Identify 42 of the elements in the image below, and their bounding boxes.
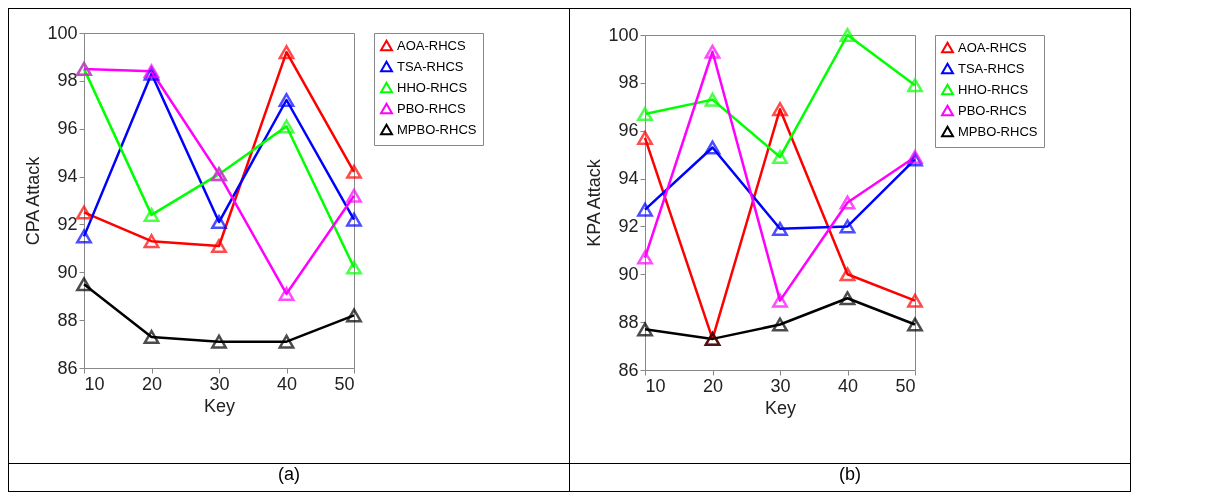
x-tick-label: 20 bbox=[141, 373, 163, 394]
legend-label: HHO-RHCS bbox=[958, 81, 1029, 97]
legend-label: AOA-RHCS bbox=[958, 39, 1027, 55]
legend-label: MPBO-RHCS bbox=[958, 123, 1038, 139]
legend-label: TSA-RHCS bbox=[397, 58, 464, 74]
legend-label: PBO-RHCS bbox=[958, 102, 1027, 118]
x-tick-label: 50 bbox=[895, 375, 916, 396]
y-tick-label: 98 bbox=[618, 72, 639, 93]
y-tick-label: 100 bbox=[608, 24, 639, 45]
x-tick-label: 10 bbox=[645, 375, 666, 396]
y-tick-label: 88 bbox=[57, 309, 78, 330]
y-tick-label: 96 bbox=[618, 120, 639, 141]
x-axis-title: Key bbox=[764, 397, 797, 418]
x-tick-label: 30 bbox=[770, 375, 791, 396]
y-tick-label: 92 bbox=[57, 213, 78, 234]
y-tick-label: 86 bbox=[618, 359, 639, 380]
legend-label: AOA-RHCS bbox=[397, 37, 466, 53]
y-tick-label: 94 bbox=[57, 166, 78, 187]
legend-label: MPBO-RHCS bbox=[397, 121, 477, 137]
y-axis-title: CPA Attack bbox=[23, 155, 44, 246]
y-tick-label: 88 bbox=[618, 311, 639, 332]
x-tick-label: 40 bbox=[837, 375, 859, 396]
y-tick-label: 90 bbox=[57, 261, 78, 282]
y-tick-label: 92 bbox=[618, 215, 639, 236]
y-tick-label: 96 bbox=[57, 118, 78, 139]
y-tick-label: 94 bbox=[618, 168, 639, 189]
y-tick-label: 90 bbox=[618, 263, 639, 284]
x-tick-label: 10 bbox=[84, 373, 105, 394]
x-tick-label: 50 bbox=[334, 373, 355, 394]
y-tick-label: 98 bbox=[57, 70, 78, 91]
x-axis-title: Key bbox=[203, 395, 236, 416]
x-tick-label: 30 bbox=[209, 373, 230, 394]
y-tick-label: 100 bbox=[47, 22, 78, 43]
legend-label: TSA-RHCS bbox=[958, 60, 1025, 76]
text: (b) bbox=[569, 463, 1131, 492]
x-tick-label: 20 bbox=[702, 375, 724, 396]
legend-label: PBO-RHCS bbox=[397, 100, 466, 116]
y-tick-label: 86 bbox=[57, 357, 78, 378]
y-axis-title: KPA Attack bbox=[584, 158, 605, 247]
legend-label: HHO-RHCS bbox=[397, 79, 468, 95]
text: (a) bbox=[8, 463, 570, 492]
x-tick-label: 40 bbox=[276, 373, 298, 394]
